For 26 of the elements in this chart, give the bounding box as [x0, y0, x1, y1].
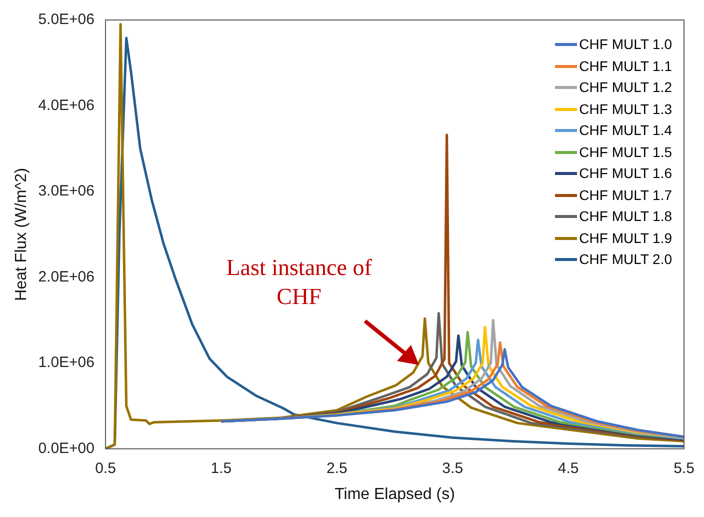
x-tick-label: 0.5: [95, 460, 116, 477]
y-tick-label: 4.0E+06: [38, 96, 94, 114]
x-tick-label: 2.5: [326, 460, 348, 477]
annotation: Last instance of CHF: [225, 254, 373, 312]
legend-label: CHF MULT 1.0: [579, 35, 672, 54]
legend-label: CHF MULT 1.8: [579, 207, 672, 226]
x-tick-label: 4.5: [558, 460, 579, 477]
legend-label: CHF MULT 1.3: [579, 100, 672, 118]
y-tick-label: 3.0E+06: [38, 182, 94, 200]
x-tick-label: 1.5: [210, 460, 232, 477]
x-tick-label: 5.5: [674, 460, 694, 477]
legend-label: CHF MULT 1.9: [579, 228, 672, 248]
legend-label: CHF MULT 1.7: [579, 186, 672, 204]
legend-label: CHF MULT 1.6: [579, 164, 672, 183]
y-tick-label: 0.0E+00: [38, 440, 94, 457]
x-axis-title: Time Elapsed (s): [334, 486, 455, 503]
legend-label: CHF MULT 1.5: [579, 142, 672, 162]
legend-label: CHF MULT 2.0: [579, 250, 672, 269]
y-tick-label: 5.0E+06: [38, 11, 94, 28]
legend-label: CHF MULT 1.2: [579, 78, 672, 97]
y-tick-label: 1.0E+06: [38, 354, 94, 372]
legend-label: CHF MULT 1.4: [579, 121, 672, 140]
y-tick-label: 2.0E+06: [38, 268, 94, 286]
legend-label: CHF MULT 1.1: [579, 56, 672, 76]
y-axis-title: Heat Flux (W/m^2): [13, 168, 30, 301]
x-tick-label: 3.5: [442, 460, 464, 477]
